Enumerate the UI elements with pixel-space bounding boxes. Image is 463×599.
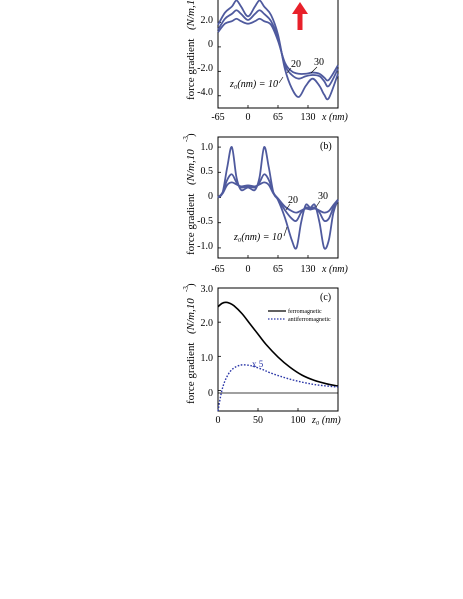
magnetization-arrow-icon: [292, 2, 308, 30]
panel-a-ylabel: force gradient: [185, 39, 197, 100]
series-line-10: [217, 0, 339, 101]
panel-b-ytick-label: 0: [208, 191, 213, 202]
panel-b-series-label: 20: [288, 195, 298, 206]
panel-b-label-leader: [285, 203, 291, 211]
panel-c-plot-frame: [217, 287, 339, 412]
series-line-ferromagnetic: [217, 301, 339, 387]
panel-c-ytick-label: 1.0: [201, 353, 214, 364]
panel-a-xlabel: x (nm): [321, 112, 348, 123]
panel-a: force gradient (N/m,1 2.0 0 -2.0 -4.0 -6…: [185, 0, 348, 123]
panel-c: (c) force gradient (N/m,10 -3 ) 3.0 2.0 …: [182, 283, 341, 426]
panel-c-yunit-exponent: -3: [182, 286, 190, 292]
panel-a-ytick-label: 0: [208, 39, 213, 50]
panel-a-ytick-label: 2.0: [201, 15, 214, 26]
panel-b-ytick-label: 0.5: [201, 166, 214, 177]
panel-b-xlabel: x (nm): [321, 264, 348, 275]
panel-c-curves: [217, 301, 339, 412]
panel-c-legend: ferromagnetic antiferromagnetic: [268, 308, 331, 323]
panel-b-ylabel: force gradient: [185, 194, 197, 255]
panel-c-ylabel: force gradient: [185, 343, 197, 404]
panel-a-plot-frame: [217, 0, 339, 109]
panel-a-label-leader: [286, 67, 292, 74]
panel-a-label-leader: [310, 66, 318, 74]
panel-a-series-label: 30: [314, 57, 324, 68]
panel-a-xtick-label: 0: [246, 112, 251, 123]
panel-b-ytick-label: -1.0: [197, 241, 213, 252]
panel-c-xtick-label: 0: [216, 415, 221, 426]
panel-c-ytick-label: 3.0: [201, 284, 214, 295]
panel-a-yunit: (N/m,1: [185, 0, 197, 30]
series-line-antiferromagnetic: [217, 364, 339, 412]
panel-a-xtick-label: 65: [273, 112, 283, 123]
series-line-30: [217, 17, 339, 82]
panel-b-label-leader: [315, 200, 321, 208]
panel-c-ytick-label: 2.0: [201, 318, 214, 329]
series-line-30: [217, 181, 339, 214]
panel-b-curves: [217, 146, 339, 250]
panel-a-curves: [217, 0, 339, 101]
panel-b-xtick-label: -65: [211, 264, 224, 275]
panel-b-xtick-label: 130: [301, 264, 316, 275]
panel-b-xtick-label: 0: [246, 264, 251, 275]
panel-b-ytick-label: -0.5: [197, 216, 213, 227]
panel-b-ticks: [217, 146, 309, 258]
legend-antiferro-label: antiferromagnetic: [288, 316, 331, 323]
panel-b-yunit: (N/m,10: [185, 149, 197, 185]
panel-b-yunit-exponent: -3: [182, 136, 190, 142]
panel-b-ytick-label: 1.0: [201, 142, 214, 153]
panel-a-xtick-label: -65: [211, 112, 224, 123]
panel-c-xtick-label: 50: [253, 415, 263, 426]
panel-a-ytick-label: -4.0: [197, 87, 213, 98]
panel-a-ytick-label: -2.0: [197, 63, 213, 74]
panel-c-ticks: [217, 287, 299, 411]
panel-b: (b) force gradient (N/m,10 -3 ) 1.0 0.5 …: [182, 133, 348, 275]
panel-b-label-leader: [283, 226, 288, 237]
series-line-20: [217, 9, 339, 88]
panel-b-series-label: 30: [318, 191, 328, 202]
panel-b-xtick-label: 65: [273, 264, 283, 275]
panel-c-label: (c): [320, 292, 331, 303]
panel-b-label: (b): [320, 141, 332, 152]
panel-a-series-label: 20: [291, 59, 301, 70]
panel-b-yunit-paren: ): [185, 133, 197, 137]
panel-c-xtick-label: 100: [291, 415, 306, 426]
panel-c-yunit-paren: ): [185, 283, 197, 287]
panel-a-annotation: z₀(nm) = 10: [229, 79, 278, 90]
panel-a-label-leader: [278, 76, 284, 84]
panel-b-annotation: z₀(nm) = 10: [233, 232, 282, 243]
legend-ferro-label: ferromagnetic: [288, 308, 322, 315]
panel-c-annotation: x 5: [252, 359, 264, 369]
panel-c-yunit: (N/m,10: [185, 298, 197, 334]
panel-c-ytick-label: 0: [208, 388, 213, 399]
panel-c-xlabel: z₀ (nm): [311, 415, 341, 426]
panel-a-xtick-label: 130: [301, 112, 316, 123]
